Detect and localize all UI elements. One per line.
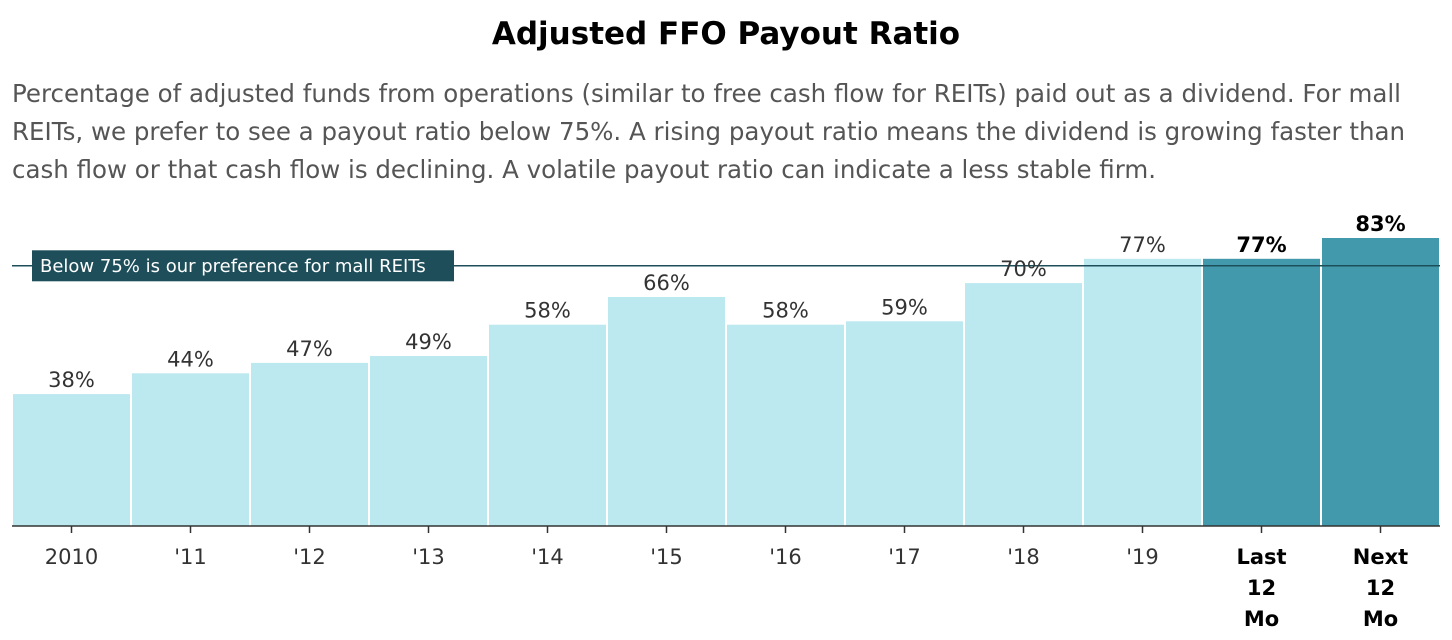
bar-0 [13,394,130,526]
value-label-5: 66% [643,271,690,295]
value-label-10: 77% [1236,233,1286,257]
bars-layer [13,238,1439,526]
bar-11 [1322,238,1439,526]
value-label-7: 59% [881,295,928,319]
bar-10 [1203,258,1320,526]
value-label-2: 47% [286,337,333,361]
bar-1 [132,373,249,526]
value-label-0: 38% [48,368,95,392]
value-labels-layer: 38% 44% 47% 49% 58% 66% 58% 59% 70% 77% 77% 83% [48,212,1405,392]
reference-label: Below 75% is our preference for mall REI… [40,256,426,277]
x-tick-label-3: '13 [412,545,445,569]
x-tick-label-11-line-0: Next [1353,545,1408,569]
x-tick-label-9: '19 [1126,545,1159,569]
reference-line-group: Below 75% is our preference for mall REI… [12,250,1440,282]
x-tick-label-1: '11 [174,545,207,569]
x-tick-label-10-line-0: Last [1236,545,1286,569]
x-tick-label-0: 2010 [45,545,98,569]
x-tick-label-4: '14 [531,545,564,569]
value-label-11: 83% [1355,212,1405,236]
value-label-3: 49% [405,330,452,354]
value-label-4: 58% [524,299,571,323]
bar-2 [251,362,368,526]
x-tick-label-7: '17 [888,545,921,569]
bar-3 [370,356,487,526]
bar-7 [846,321,963,526]
x-axis: 2010 '11 '12 '13 '14 '15 '16 '17 '18 '19 Last 12 Mo N… [12,525,1440,631]
x-tick-label-10-line-1: 12 [1247,576,1276,600]
bar-6 [727,324,844,526]
bar-5 [608,297,725,526]
bar-4 [489,324,606,526]
value-label-8: 70% [1000,257,1047,281]
x-tick-label-8: '18 [1007,545,1040,569]
value-label-6: 58% [762,299,809,323]
chart-subtitle: Percentage of adjusted funds from operat… [12,79,1406,184]
value-label-9: 77% [1119,233,1166,257]
x-tick-label-11-line-2: Mo [1363,607,1398,631]
bar-9 [1084,258,1201,526]
value-label-1: 44% [167,347,214,371]
bar-8 [965,283,1082,526]
x-tick-label-5: '15 [650,545,683,569]
x-tick-label-11-line-1: 12 [1366,576,1395,600]
x-tick-label-10-line-2: Mo [1244,607,1279,631]
x-tick-label-2: '12 [293,545,326,569]
reference-label-box [32,250,454,282]
x-tick-label-6: '16 [769,545,802,569]
chart-title: Adjusted FFO Payout Ratio [491,16,961,52]
